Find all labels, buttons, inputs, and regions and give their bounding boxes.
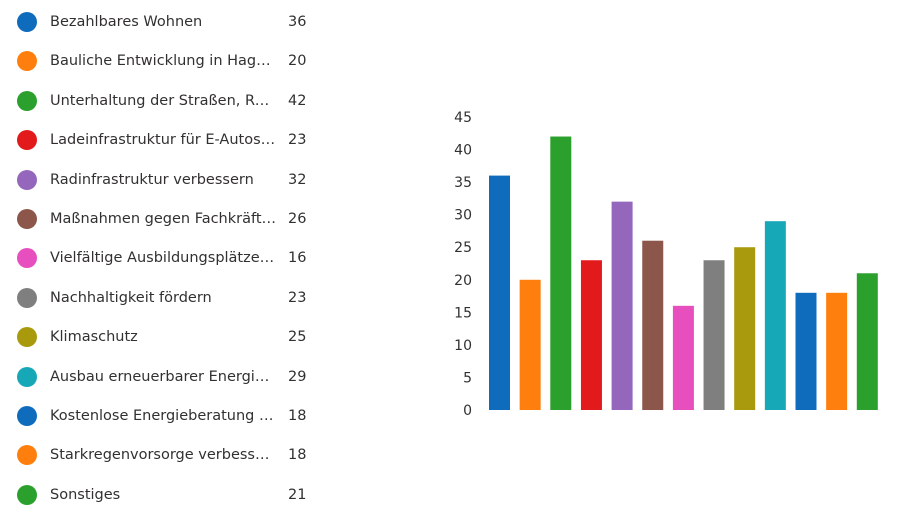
legend-count: 26 — [288, 210, 307, 227]
legend-item: Ausbau erneuerbarer Energien v... 29 — [0, 357, 330, 396]
bar[interactable] — [764, 221, 786, 410]
y-tick-label: 35 — [454, 175, 472, 191]
legend-count: 16 — [288, 250, 307, 267]
y-tick-label: 20 — [454, 273, 472, 289]
legend-item: Bezahlbares Wohnen 36 — [0, 2, 330, 41]
bar[interactable] — [856, 273, 878, 410]
legend-count: 20 — [288, 53, 307, 70]
legend-swatch — [17, 366, 37, 387]
legend-item: Sonstiges 21 — [0, 475, 330, 514]
legend-item: Kostenlose Energieberatung an... 18 — [0, 396, 330, 435]
legend-item: Unterhaltung der Straßen, Rad- ... 42 — [0, 81, 330, 120]
legend-count: 42 — [288, 92, 307, 109]
legend-swatch — [17, 51, 37, 72]
legend-swatch — [17, 208, 37, 229]
y-tick-label: 25 — [454, 240, 472, 256]
legend-count: 18 — [288, 447, 307, 464]
bar[interactable] — [550, 136, 572, 410]
y-tick-label: 40 — [454, 143, 472, 159]
legend-swatch — [17, 327, 37, 348]
bar[interactable] — [734, 247, 756, 410]
legend-item: Ladeinfrastruktur für E-Autos un... 23 — [0, 120, 330, 159]
y-tick-label: 10 — [454, 338, 472, 354]
legend-item: Bauliche Entwicklung in Hage v... 20 — [0, 41, 330, 80]
legend-swatch — [17, 287, 37, 308]
legend-swatch — [17, 484, 37, 505]
bar[interactable] — [642, 240, 664, 410]
y-tick-label: 45 — [454, 110, 472, 126]
bar[interactable] — [672, 305, 694, 410]
legend-swatch — [17, 169, 37, 190]
legend-swatch — [17, 90, 37, 111]
bar[interactable] — [795, 292, 817, 410]
legend-item: Maßnahmen gegen Fachkräftem... 26 — [0, 199, 330, 238]
bar[interactable] — [489, 175, 510, 410]
bar[interactable] — [826, 292, 848, 410]
legend-item: Radinfrastruktur verbessern 32 — [0, 160, 330, 199]
bar[interactable] — [519, 279, 541, 410]
y-tick-label: 15 — [454, 305, 472, 321]
legend-count: 18 — [288, 407, 307, 424]
y-axis: 0 5 10 15 20 25 30 35 40 45 — [454, 110, 472, 419]
bar[interactable] — [703, 260, 725, 410]
legend-count: 23 — [288, 289, 307, 306]
legend-count: 36 — [288, 14, 307, 30]
legend-swatch — [17, 405, 37, 426]
chart-legend: Bezahlbares Wohnen 36 Bauliche Entwicklung… — [0, 2, 330, 514]
y-tick-label: 5 — [463, 370, 472, 386]
legend-item: Vielfältige Ausbildungsplätze an... 16 — [0, 238, 330, 277]
legend-count: 29 — [288, 368, 307, 385]
bars — [489, 136, 878, 410]
legend-swatch — [17, 12, 37, 32]
legend-count: 21 — [288, 486, 307, 503]
y-tick-label: 0 — [463, 403, 472, 419]
legend-item: Starkregenvorsorge verbessern 18 — [0, 435, 330, 474]
legend-count: 32 — [288, 171, 307, 188]
bar[interactable] — [611, 201, 633, 410]
legend-count: 25 — [288, 329, 307, 346]
legend-item: Klimaschutz 25 — [0, 317, 330, 356]
y-tick-label: 30 — [454, 208, 472, 224]
legend-item: Nachhaltigkeit fördern 23 — [0, 278, 330, 317]
legend-swatch — [17, 445, 37, 466]
legend-count: 23 — [288, 132, 307, 149]
legend-swatch — [17, 248, 37, 269]
bar[interactable] — [580, 260, 602, 410]
legend-swatch — [17, 130, 37, 151]
